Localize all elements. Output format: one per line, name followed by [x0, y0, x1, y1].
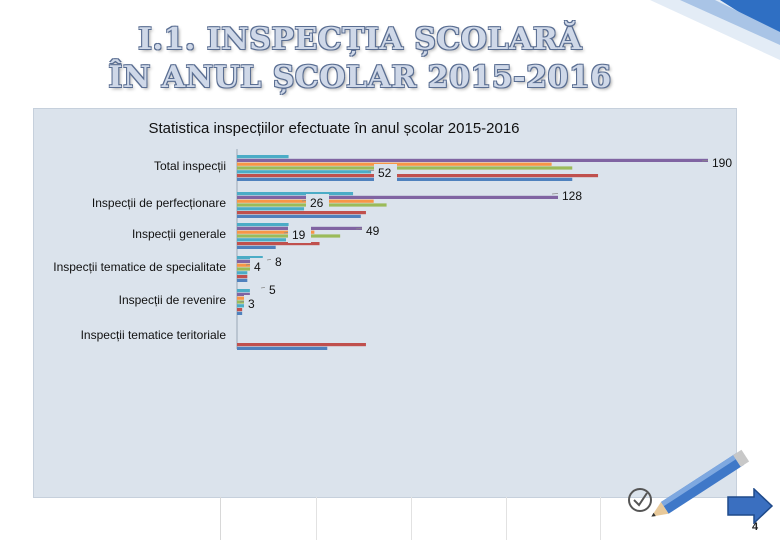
- bar: [237, 275, 248, 279]
- data-label-box: [306, 194, 329, 211]
- category-label: Inspecții tematice teritoriale: [81, 328, 227, 342]
- data-label: 190: [712, 156, 732, 170]
- data-label: 19: [292, 228, 306, 242]
- category-label: Inspecții generale: [132, 227, 226, 241]
- data-label-box: [244, 295, 260, 312]
- bar: [237, 346, 328, 350]
- bar: [237, 308, 243, 312]
- chart-panel: Statistica inspecțiilor efectuate în anu…: [33, 108, 737, 498]
- bar: [237, 158, 727, 162]
- corner-decoration: [650, 0, 780, 60]
- bar: [237, 271, 248, 275]
- page-number: 4: [752, 521, 759, 533]
- data-label-box: [250, 258, 266, 275]
- bar: [237, 256, 263, 260]
- data-label-box: [558, 187, 589, 204]
- category-label: Inspecții de revenire: [119, 293, 227, 307]
- bar: [237, 223, 289, 227]
- bar: [237, 199, 374, 203]
- data-label: 8: [275, 255, 282, 269]
- data-label-box: [288, 226, 311, 243]
- bar: [237, 177, 573, 181]
- bar: [237, 192, 354, 196]
- bar: [237, 155, 289, 159]
- bar: [237, 230, 315, 234]
- slide-title-line-1: I.1. INSPECȚIA ȘCOLARĂ: [138, 22, 582, 57]
- data-label: 26: [310, 196, 324, 210]
- bar: [237, 267, 258, 271]
- bar: [237, 304, 245, 308]
- bar: [237, 207, 305, 211]
- bar: [237, 263, 258, 267]
- data-label-box: [265, 281, 281, 298]
- bar: [237, 166, 573, 170]
- data-label: 128: [562, 189, 582, 203]
- bar: [237, 296, 248, 300]
- category-label: Inspecții de perfecționare: [92, 196, 226, 210]
- bar: [237, 245, 276, 249]
- next-slide-arrow-icon[interactable]: [726, 488, 774, 524]
- data-label: 5: [269, 283, 276, 297]
- data-label-box: [362, 222, 385, 239]
- bar: [237, 195, 568, 199]
- bar: [237, 289, 250, 293]
- bar: [237, 292, 250, 296]
- pencil-check-icon: [628, 449, 750, 517]
- data-label-box: [271, 253, 287, 270]
- bar: [237, 311, 243, 315]
- data-label: 49: [366, 224, 380, 238]
- bar: [237, 259, 258, 263]
- bar: [237, 170, 372, 174]
- bar: [237, 174, 599, 178]
- bottom-grid-decoration: [220, 497, 601, 540]
- data-label: 4: [254, 260, 261, 274]
- bar: [237, 242, 320, 246]
- bar-chart: Statistica inspecțiilor efectuate în anu…: [53, 120, 736, 350]
- data-label-box: [374, 164, 397, 181]
- category-label: Inspecții tematice de specialitate: [53, 260, 226, 274]
- bar: [237, 214, 361, 218]
- data-label-box: [708, 154, 736, 171]
- bar: [237, 343, 366, 347]
- slide-title-line-2: ÎN ANUL ȘCOLAR 2015-2016: [108, 60, 612, 95]
- bar: [237, 278, 248, 282]
- bar: [237, 211, 366, 215]
- category-label: Total inspecții: [154, 159, 226, 173]
- bar: [237, 238, 286, 242]
- chart-title: Statistica inspecțiilor efectuate în anu…: [148, 120, 519, 137]
- data-label: 52: [378, 166, 392, 180]
- data-label: 3: [248, 297, 255, 311]
